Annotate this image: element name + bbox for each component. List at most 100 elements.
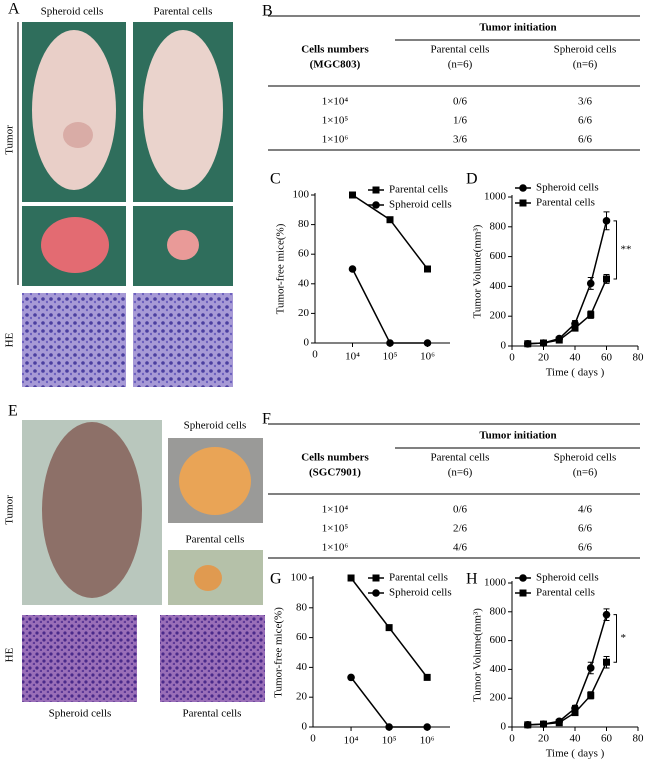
y-tick-label: 200 xyxy=(490,310,507,322)
row-label: Tumor xyxy=(4,495,16,525)
table-cell: 6/6 xyxy=(578,115,593,127)
photo xyxy=(32,30,116,190)
y-tick-label: 60 xyxy=(298,248,310,260)
legend-label: Spheroid cells xyxy=(389,199,452,211)
legend-label: Spheroid cells xyxy=(536,182,599,194)
legend-marker xyxy=(372,574,380,582)
significance-label: * xyxy=(621,632,627,644)
x-tick-label: 80 xyxy=(633,733,645,745)
table-cell: 6/6 xyxy=(578,542,593,554)
column-header: (n=6) xyxy=(448,59,473,71)
significance-bracket xyxy=(613,614,617,663)
photo xyxy=(63,122,93,148)
series-line xyxy=(350,676,428,728)
series-line xyxy=(527,614,608,726)
table-cell: 1×10⁴ xyxy=(322,504,349,516)
y-tick-label: 400 xyxy=(490,280,507,292)
y-tick-label: 0 xyxy=(304,337,310,349)
table-cell: 4/6 xyxy=(578,504,593,516)
table-cell: 1×10⁶ xyxy=(322,134,349,146)
legend-label: Spheroid cells xyxy=(536,572,599,584)
panel-label: B xyxy=(262,3,273,20)
y-tick-label: 40 xyxy=(298,277,310,289)
data-point xyxy=(555,336,563,344)
x-axis-label: Time ( days ) xyxy=(546,748,605,760)
y-tick-label: 100 xyxy=(293,189,310,201)
table-cell: 0/6 xyxy=(453,504,468,516)
photo-label: Parental cells xyxy=(186,534,245,546)
data-point xyxy=(347,574,355,582)
panel-label: A xyxy=(8,1,20,18)
legend-label: Parental cells xyxy=(536,587,595,599)
data-point xyxy=(540,339,547,347)
x-tick-label: 10⁴ xyxy=(345,351,360,363)
column-header: Spheroid cells xyxy=(554,44,617,56)
photo xyxy=(179,447,251,515)
data-point xyxy=(602,610,611,619)
data-point xyxy=(571,324,579,332)
x-tick-label: 0 xyxy=(312,349,318,361)
y-tick-label: 600 xyxy=(490,634,507,646)
data-point xyxy=(349,191,356,199)
y-tick-label: 400 xyxy=(490,663,507,675)
table-cell: 1×10⁶ xyxy=(322,542,349,554)
data-point xyxy=(603,658,610,666)
y-axis-label: Tumor Volume(mm³) xyxy=(472,608,484,702)
photo xyxy=(143,30,223,190)
data-point xyxy=(571,709,579,717)
legend-marker xyxy=(372,201,380,209)
data-point xyxy=(587,311,595,319)
row-label: HE xyxy=(4,647,16,662)
y-tick-label: 80 xyxy=(298,218,310,230)
significance-label: ** xyxy=(621,243,632,255)
panel-label: E xyxy=(8,403,18,420)
table-cell: 4/6 xyxy=(453,542,468,554)
x-tick-label: 40 xyxy=(570,352,582,364)
photo xyxy=(22,615,137,702)
data-point xyxy=(602,217,611,225)
column-header: Spheroid cells xyxy=(554,452,617,464)
row-label: Tumor xyxy=(4,125,16,155)
legend-label: Spheroid cells xyxy=(389,587,452,599)
significance-bracket xyxy=(613,220,617,280)
legend-marker xyxy=(519,574,527,582)
x-tick-label: 60 xyxy=(601,733,613,745)
y-tick-label: 1000 xyxy=(484,191,507,203)
data-point xyxy=(540,720,547,728)
table-cell: 1×10⁵ xyxy=(322,115,349,127)
y-tick-label: 0 xyxy=(302,721,308,733)
x-tick-label: 80 xyxy=(633,352,645,364)
photo xyxy=(167,230,199,260)
table-cell: 1×10⁵ xyxy=(322,523,349,535)
legend-marker xyxy=(372,186,380,194)
column-header: Parental cells xyxy=(431,452,490,464)
legend-marker xyxy=(519,199,527,207)
y-tick-label: 200 xyxy=(490,692,507,704)
x-tick-label: 60 xyxy=(601,352,613,364)
data-point xyxy=(386,216,394,224)
panel-label: C xyxy=(270,171,281,188)
y-tick-label: 80 xyxy=(296,601,308,613)
data-point xyxy=(385,723,393,731)
y-tick-label: 100 xyxy=(291,572,308,584)
data-point xyxy=(524,340,532,348)
x-tick-label: 10⁴ xyxy=(344,735,359,747)
y-axis-label: Tumor-free mice(%) xyxy=(273,607,285,698)
photo xyxy=(133,293,233,387)
table-cell: 0/6 xyxy=(453,96,468,108)
x-tick-label: 10⁵ xyxy=(382,735,397,747)
y-axis-label: Tumor Volume(mm³) xyxy=(472,224,484,318)
data-point xyxy=(423,339,432,347)
panel-label: G xyxy=(270,571,282,588)
column-label: Spheroid cells xyxy=(41,6,104,18)
table-cell: 3/6 xyxy=(578,96,593,108)
legend-label: Parental cells xyxy=(536,197,595,209)
column-header: (n=6) xyxy=(573,467,598,479)
data-point xyxy=(586,664,595,672)
legend-marker xyxy=(519,184,527,192)
x-tick-label: 10⁶ xyxy=(420,735,435,747)
legend-marker xyxy=(372,589,380,597)
column-header: (n=6) xyxy=(573,59,598,71)
y-tick-label: 1000 xyxy=(484,577,507,589)
series-line xyxy=(351,268,428,344)
